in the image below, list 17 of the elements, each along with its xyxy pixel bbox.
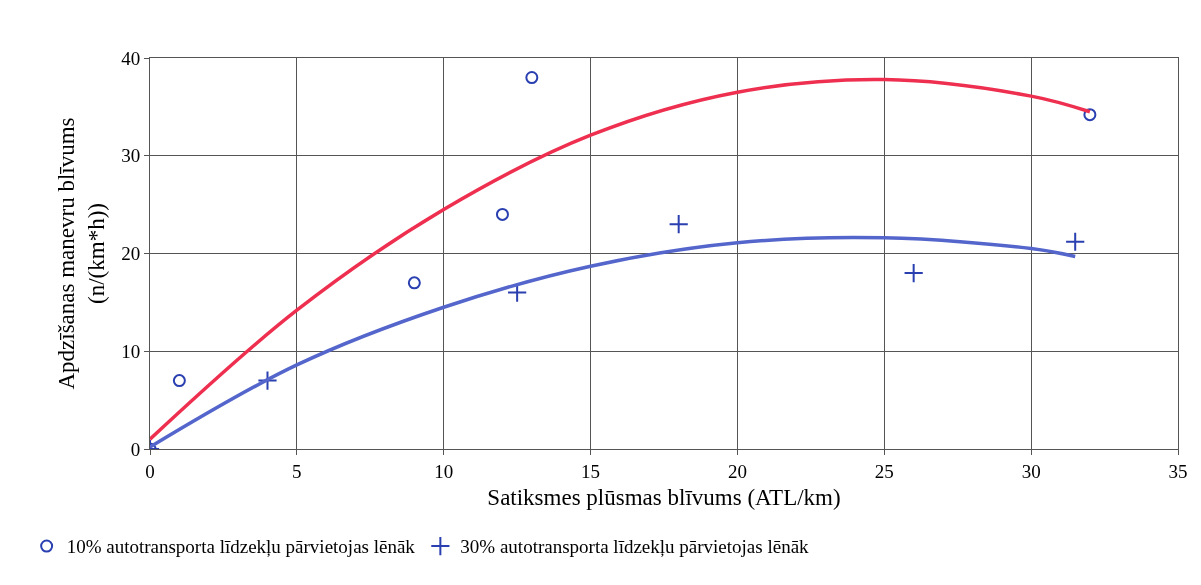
x-tick-label: 20	[727, 460, 747, 482]
y-tick-label: 30	[121, 145, 141, 167]
x-axis-title: Satiksmes plūsmas blīvums (ATL/km)	[487, 485, 841, 511]
y-tick-label: 40	[121, 47, 141, 69]
legend-label: 10% autotransporta līdzekļu pārvietojas lēnāk	[66, 536, 416, 558]
y-tick-label: 20	[121, 243, 141, 265]
legend-label: 30% autotransporta līdzekļu pārvietojas lēnāk	[460, 536, 810, 558]
y-tick-label: 10	[121, 340, 141, 362]
y-axis-title: Apdzīšanas manevru blīvums (n/(km*h))	[53, 117, 109, 390]
x-tick-label: 0	[145, 460, 155, 482]
x-tick-label: 30	[1021, 460, 1041, 482]
x-tick-label: 25	[874, 460, 894, 482]
y-tick-label: 0	[130, 438, 141, 460]
x-tick-label: 35	[1168, 460, 1188, 482]
x-tick-label: 15	[581, 460, 601, 482]
x-tick-label: 10	[434, 460, 454, 482]
x-tick-label: 5	[292, 460, 302, 482]
